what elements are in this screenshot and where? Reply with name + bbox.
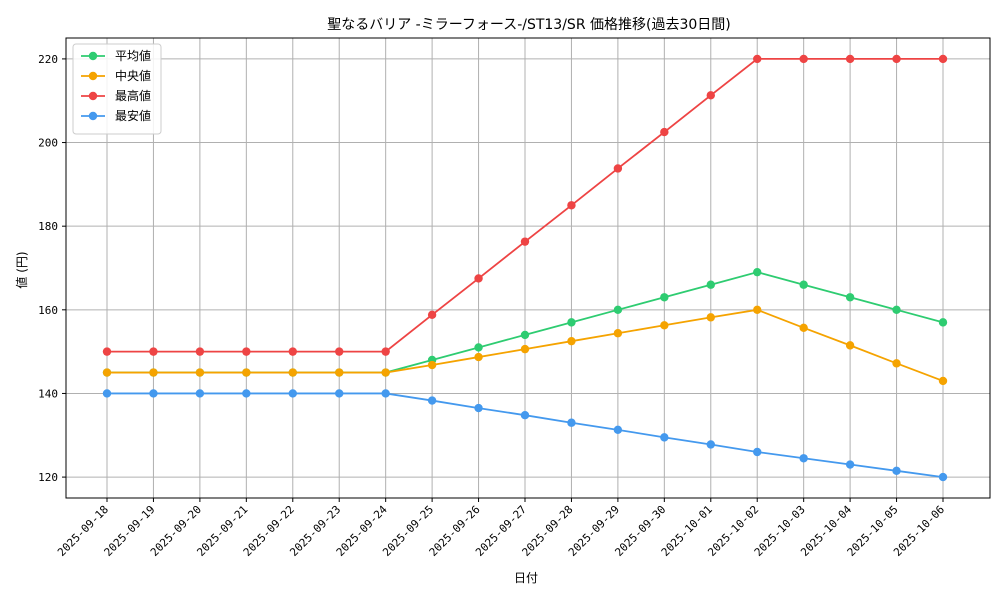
data-point — [892, 359, 901, 368]
y-tick-label: 120 — [38, 471, 58, 484]
data-point — [474, 403, 483, 413]
data-point — [799, 323, 808, 332]
data-point — [753, 54, 762, 64]
data-point — [567, 318, 576, 327]
series-3 — [102, 54, 948, 356]
data-point — [660, 293, 669, 302]
data-point — [567, 418, 576, 427]
data-point — [706, 91, 715, 100]
data-point — [938, 472, 948, 482]
data-point — [660, 321, 669, 330]
legend-box — [72, 43, 162, 135]
data-point — [242, 347, 251, 356]
data-point — [892, 305, 901, 315]
data-point — [474, 352, 483, 362]
data-point — [613, 329, 623, 338]
data-point — [660, 127, 669, 137]
data-point — [845, 460, 855, 469]
data-point — [520, 344, 530, 354]
data-point — [567, 201, 576, 210]
data-point — [845, 293, 855, 302]
data-point — [335, 368, 344, 377]
data-point — [427, 396, 437, 405]
data-point — [799, 280, 808, 289]
data-point — [149, 389, 158, 398]
data-point — [706, 313, 715, 322]
data-point — [753, 447, 762, 457]
data-point — [613, 164, 623, 173]
data-point — [938, 54, 948, 64]
data-point — [381, 389, 390, 398]
data-point — [660, 433, 669, 442]
y-axis-label: 値 (円) — [14, 251, 29, 288]
data-point — [845, 54, 855, 64]
data-point — [892, 54, 901, 64]
data-point — [288, 347, 297, 356]
y-tick-label: 160 — [38, 304, 58, 317]
data-point — [242, 368, 251, 377]
data-point — [195, 347, 205, 356]
plot-frame — [65, 37, 991, 499]
data-point — [753, 267, 762, 277]
series-2 — [102, 305, 948, 386]
y-tick-label: 200 — [38, 137, 58, 150]
data-point — [613, 425, 623, 435]
data-point — [799, 454, 808, 463]
data-point — [149, 347, 158, 356]
data-point — [427, 310, 437, 320]
data-point — [706, 280, 715, 289]
data-point — [474, 343, 483, 352]
data-point — [195, 368, 205, 377]
data-point — [242, 389, 251, 398]
data-point — [892, 466, 901, 476]
legend-label: 最安値 — [115, 108, 151, 123]
legend-marker — [88, 111, 98, 121]
data-point — [938, 318, 948, 327]
data-point — [335, 347, 344, 356]
data-point — [288, 389, 297, 398]
data-point — [520, 330, 530, 340]
chart-title: 聖なるバリア -ミラーフォース-/ST13/SR 価格推移(過去30日間) — [327, 17, 731, 33]
legend-label: 平均値 — [115, 48, 151, 63]
data-point — [335, 389, 344, 398]
data-point — [474, 274, 483, 283]
legend-marker — [88, 51, 98, 61]
x-axis-label: 日付 — [514, 571, 538, 585]
data-point — [753, 305, 762, 315]
data-point — [381, 368, 390, 377]
data-point — [102, 368, 112, 377]
data-point — [102, 389, 112, 398]
series-group — [102, 54, 948, 482]
data-point — [195, 389, 205, 398]
legend-label: 最高値 — [115, 88, 151, 103]
data-point — [938, 376, 948, 386]
legend-marker — [88, 91, 98, 101]
legend-marker — [88, 71, 98, 81]
y-tick-label: 180 — [38, 220, 58, 233]
data-point — [567, 336, 576, 346]
data-point — [706, 440, 715, 449]
series-4 — [102, 389, 948, 482]
y-tick-label: 220 — [38, 53, 58, 66]
data-point — [381, 347, 390, 356]
legend-label: 中央値 — [115, 68, 151, 83]
data-point — [102, 347, 112, 356]
data-point — [288, 368, 297, 377]
data-point — [520, 237, 530, 246]
data-point — [613, 305, 623, 315]
data-point — [845, 341, 855, 350]
y-tick-label: 140 — [38, 387, 58, 400]
data-point — [520, 411, 530, 420]
data-point — [799, 54, 808, 64]
y-axis-ticks: 120 140 160 180 200 220 — [38, 53, 66, 484]
data-point — [427, 360, 437, 370]
data-point — [149, 368, 158, 377]
